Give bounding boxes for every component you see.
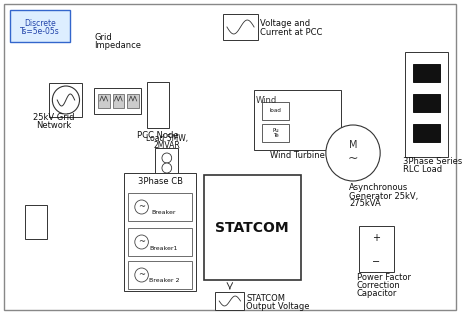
Bar: [413, 124, 440, 142]
Bar: [147, 82, 169, 128]
Text: Breaker: Breaker: [152, 210, 176, 215]
Bar: [413, 94, 440, 112]
Bar: [223, 14, 258, 40]
Bar: [25, 205, 46, 239]
Text: Breaker1: Breaker1: [150, 246, 178, 251]
Text: M: M: [349, 140, 357, 150]
Bar: [405, 52, 448, 157]
Bar: [160, 174, 173, 182]
Text: +: +: [372, 233, 380, 243]
Text: 3Phase CB: 3Phase CB: [137, 176, 182, 186]
Text: Generator 25kV,: Generator 25kV,: [349, 192, 419, 201]
Text: Grid: Grid: [94, 33, 112, 41]
Bar: [98, 94, 109, 108]
Text: 2MVAR: 2MVAR: [154, 140, 180, 149]
Text: STATCOM: STATCOM: [246, 294, 285, 303]
Bar: [112, 94, 124, 108]
Text: Ts=5e-05s: Ts=5e-05s: [20, 26, 60, 35]
Bar: [262, 124, 289, 142]
Bar: [128, 228, 192, 256]
Circle shape: [326, 125, 380, 181]
Bar: [124, 173, 196, 291]
Text: 275kVA: 275kVA: [349, 199, 381, 208]
Text: 25kV Grid: 25kV Grid: [33, 113, 74, 122]
Bar: [254, 90, 341, 150]
Text: Asynchronous: Asynchronous: [349, 183, 409, 192]
Bar: [127, 94, 139, 108]
Bar: [262, 102, 289, 120]
Text: Power Factor: Power Factor: [357, 273, 411, 283]
Text: Discrete: Discrete: [24, 19, 55, 28]
Text: Network: Network: [36, 122, 71, 131]
Bar: [413, 64, 440, 82]
Text: Correction: Correction: [357, 281, 401, 290]
Text: ~: ~: [138, 203, 145, 212]
Text: 3Phase Series: 3Phase Series: [403, 158, 463, 166]
Text: Current at PCC: Current at PCC: [260, 28, 322, 37]
Text: Capacitor: Capacitor: [357, 290, 397, 299]
Text: Output Voltage: Output Voltage: [246, 302, 310, 311]
Circle shape: [135, 268, 148, 282]
Bar: [9, 10, 70, 42]
Text: −: −: [372, 257, 380, 267]
Text: STATCOM: STATCOM: [215, 220, 289, 235]
Bar: [49, 83, 82, 117]
Text: ~: ~: [348, 151, 358, 165]
Bar: [215, 292, 245, 310]
Text: load: load: [270, 109, 282, 113]
Text: Breaker 2: Breaker 2: [149, 279, 179, 284]
Text: ~: ~: [138, 237, 145, 246]
Bar: [155, 148, 178, 188]
Text: PCC Node: PCC Node: [137, 132, 179, 140]
Text: Wind Turbine: Wind Turbine: [270, 150, 325, 160]
Text: Voltage and: Voltage and: [260, 19, 310, 28]
Text: RLC Load: RLC Load: [403, 165, 443, 175]
Circle shape: [52, 86, 80, 114]
Bar: [94, 88, 141, 114]
Bar: [128, 261, 192, 289]
Circle shape: [162, 153, 172, 163]
Bar: [128, 193, 192, 221]
Text: Pu
Te: Pu Te: [272, 127, 279, 138]
Bar: [204, 175, 301, 280]
Circle shape: [135, 235, 148, 249]
Circle shape: [135, 200, 148, 214]
Text: ~: ~: [138, 270, 145, 279]
Text: Load 5MW,: Load 5MW,: [146, 133, 188, 143]
Circle shape: [162, 163, 172, 173]
Bar: [359, 226, 394, 272]
Text: Impedance: Impedance: [94, 41, 141, 50]
Text: Wind: Wind: [256, 96, 277, 105]
